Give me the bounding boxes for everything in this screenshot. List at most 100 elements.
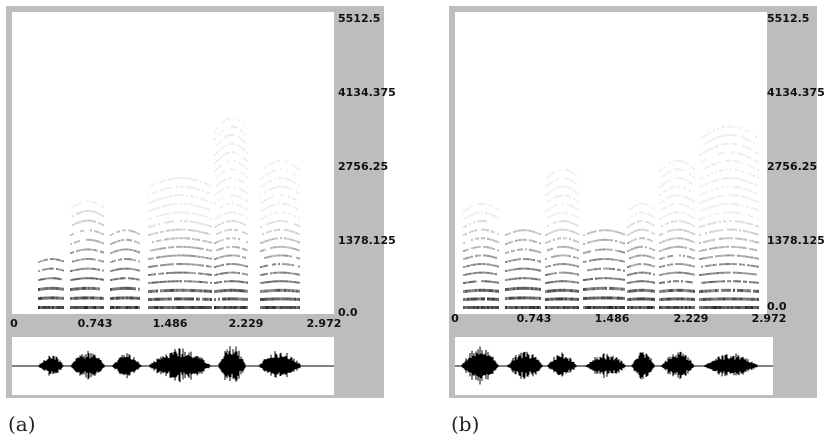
spectrogram-texture bbox=[214, 282, 216, 284]
spectrogram-texture bbox=[605, 258, 607, 261]
spectrogram-texture bbox=[737, 152, 739, 155]
spectrogram-texture bbox=[661, 168, 663, 171]
spectrogram-texture bbox=[76, 296, 78, 300]
spectrogram-texture bbox=[597, 306, 599, 309]
spectrogram-texture bbox=[170, 229, 172, 232]
spectrogram-texture bbox=[176, 211, 178, 214]
spectrogram-texture bbox=[493, 281, 495, 284]
spectrogram-texture bbox=[603, 306, 605, 309]
spectrogram-texture bbox=[176, 194, 178, 197]
spectrogram-texture bbox=[709, 239, 711, 242]
spectrogram-texture bbox=[166, 306, 168, 309]
spectrogram-texture bbox=[465, 224, 467, 227]
spectrogram-texture bbox=[715, 170, 717, 173]
spectrogram-texture bbox=[491, 247, 493, 250]
spectrogram-texture bbox=[292, 297, 294, 301]
spectrogram-texture bbox=[757, 209, 759, 212]
spectrogram-texture bbox=[479, 263, 481, 266]
spectrogram-texture bbox=[180, 237, 182, 240]
spectrogram-texture bbox=[667, 306, 669, 309]
spectrogram-texture bbox=[270, 238, 272, 241]
spectrogram-texture bbox=[737, 211, 739, 214]
spectrogram-texture bbox=[136, 241, 138, 244]
spectrogram-texture bbox=[743, 280, 745, 283]
y-tick-label: 4134.375 bbox=[767, 86, 825, 99]
spectrogram-texture bbox=[94, 201, 96, 204]
spectrogram-texture bbox=[230, 168, 232, 171]
spectrogram-texture bbox=[178, 177, 180, 180]
spectrogram-texture bbox=[487, 254, 489, 257]
spectrogram-texture bbox=[272, 187, 274, 190]
spectrogram-texture bbox=[719, 195, 721, 198]
spectrogram-texture bbox=[603, 248, 605, 251]
spectrogram-texture bbox=[623, 278, 625, 281]
spectrogram-texture bbox=[707, 149, 709, 152]
spectrogram-texture bbox=[747, 214, 749, 217]
spectrogram-texture bbox=[507, 306, 509, 309]
spectrogram-texture bbox=[463, 282, 465, 284]
spectrogram-texture bbox=[232, 288, 234, 292]
spectrogram-texture bbox=[611, 277, 613, 280]
spectrogram-texture bbox=[230, 211, 232, 214]
spectrogram-texture bbox=[112, 287, 114, 291]
spectrogram-texture bbox=[557, 246, 559, 249]
spectrogram-texture bbox=[82, 220, 84, 223]
spectrogram-texture bbox=[204, 215, 206, 218]
x-tick-label: 0 bbox=[451, 312, 459, 325]
spectrogram-texture bbox=[731, 142, 733, 145]
spectrogram-texture bbox=[74, 241, 76, 244]
spectrogram-texture bbox=[757, 306, 759, 309]
spectrogram-texture bbox=[611, 286, 613, 290]
spectrogram-texture bbox=[176, 280, 178, 283]
spectrogram-texture bbox=[517, 229, 519, 232]
spectrogram-texture bbox=[116, 306, 118, 309]
spectrogram-texture bbox=[270, 255, 272, 258]
spectrogram-texture bbox=[565, 220, 567, 223]
spectrogram-texture bbox=[180, 211, 182, 214]
spectrogram-texture bbox=[687, 238, 689, 241]
spectrogram-texture bbox=[599, 277, 601, 280]
spectrogram-texture bbox=[170, 203, 172, 206]
spectrogram-texture bbox=[665, 239, 667, 242]
spectrogram-texture bbox=[226, 126, 228, 129]
spectrogram-texture bbox=[689, 289, 691, 293]
spectrogram-texture bbox=[222, 196, 224, 199]
spectrogram-texture bbox=[711, 289, 713, 293]
spectrogram-texture bbox=[296, 240, 298, 243]
spectrogram-texture bbox=[272, 289, 274, 293]
spectrogram-texture bbox=[194, 221, 196, 224]
spectrogram-texture bbox=[176, 228, 178, 231]
spectrogram-texture bbox=[228, 297, 230, 301]
spectrogram-texture bbox=[196, 196, 198, 199]
spectrogram-texture bbox=[675, 280, 677, 283]
spectrogram-texture bbox=[611, 248, 613, 251]
spectrogram-texture bbox=[236, 195, 238, 198]
spectrogram-texture bbox=[160, 247, 162, 250]
waveform-b bbox=[455, 337, 773, 395]
spectrogram-texture bbox=[150, 185, 152, 188]
spectrogram-texture bbox=[296, 297, 298, 301]
spectrogram-texture bbox=[517, 239, 519, 242]
spectrogram-texture bbox=[755, 257, 757, 260]
spectrogram-texture bbox=[593, 268, 595, 271]
spectrogram-texture bbox=[711, 172, 713, 175]
spectrogram-texture bbox=[727, 306, 729, 309]
spectrogram-texture bbox=[731, 125, 733, 128]
spectrogram-texture bbox=[298, 225, 300, 228]
spectrogram-texture bbox=[753, 273, 755, 276]
spectrogram-texture bbox=[78, 249, 80, 252]
spectrogram-texture bbox=[713, 280, 715, 283]
spectrogram-texture bbox=[48, 267, 50, 270]
spectrogram-texture bbox=[739, 220, 741, 223]
spectrogram-texture bbox=[729, 177, 731, 179]
spectrogram-texture bbox=[753, 166, 755, 169]
spectrogram-texture bbox=[228, 134, 230, 137]
spectrogram-texture bbox=[124, 296, 126, 300]
spectrogram-texture bbox=[685, 289, 687, 293]
spectrogram-texture bbox=[591, 240, 593, 243]
spectrogram-texture bbox=[190, 178, 192, 181]
spectrogram-texture bbox=[647, 297, 649, 301]
y-tick-label: 0.0 bbox=[767, 300, 787, 313]
spectrogram-texture bbox=[737, 280, 739, 283]
spectrogram-texture bbox=[651, 306, 653, 309]
